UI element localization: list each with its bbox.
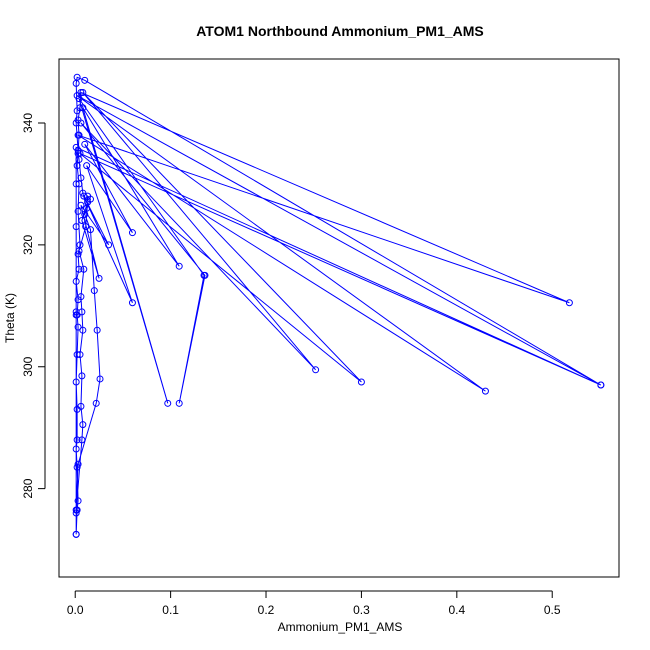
data-point <box>74 131 82 139</box>
data-point <box>73 162 81 170</box>
data-point <box>72 119 80 127</box>
data-point <box>84 192 92 200</box>
data-point <box>75 156 83 164</box>
data-point <box>128 229 136 237</box>
data-point <box>90 287 98 295</box>
data-point <box>77 174 85 182</box>
data-point <box>77 119 85 127</box>
data-point <box>79 421 87 429</box>
y-tick-label: 340 <box>21 113 35 133</box>
data-point <box>81 140 89 148</box>
data-point <box>72 223 80 231</box>
data-point <box>72 509 80 517</box>
x-tick-label: 0.0 <box>67 603 84 617</box>
data-point <box>96 375 104 383</box>
data-series <box>72 73 605 538</box>
data-point <box>74 250 82 258</box>
data-point <box>95 274 103 282</box>
data-point <box>312 366 320 374</box>
data-point <box>357 378 365 386</box>
data-point <box>72 143 80 151</box>
y-axis: 280 300 320 340 <box>21 113 46 499</box>
data-point <box>77 402 85 410</box>
data-point <box>481 387 489 395</box>
chart-title: ATOM1 Northbound Ammonium_PM1_AMS <box>196 23 484 39</box>
data-point <box>597 381 605 389</box>
x-tick-label: 0.4 <box>448 603 465 617</box>
data-point <box>74 207 82 215</box>
data-point <box>78 372 86 380</box>
data-point <box>72 277 80 285</box>
data-point <box>72 530 80 538</box>
data-point <box>175 262 183 270</box>
data-point <box>79 89 87 97</box>
data-point <box>73 463 81 471</box>
data-point <box>79 104 87 112</box>
data-point <box>78 216 86 224</box>
data-point <box>72 506 80 514</box>
data-point <box>78 436 86 444</box>
data-point <box>72 308 80 316</box>
data-point <box>75 247 83 255</box>
data-point <box>74 323 82 331</box>
data-point <box>175 399 183 407</box>
x-tick-label: 0.2 <box>258 603 275 617</box>
data-point <box>565 299 573 307</box>
data-point <box>73 436 81 444</box>
data-point <box>92 399 100 407</box>
x-axis: 0.0 0.1 0.2 0.3 0.4 0.5 <box>67 590 561 617</box>
y-tick-label: 300 <box>21 356 35 376</box>
data-point <box>75 265 83 273</box>
x-tick-label: 0.5 <box>544 603 561 617</box>
series-line <box>75 76 602 535</box>
data-point <box>72 378 80 386</box>
data-point <box>200 271 208 279</box>
data-point <box>73 73 81 81</box>
data-point <box>77 201 85 209</box>
data-point <box>80 265 88 273</box>
data-point <box>72 445 80 453</box>
data-point <box>79 189 87 197</box>
data-point <box>83 162 91 170</box>
data-point <box>93 326 101 334</box>
y-axis-label: Theta (K) <box>3 293 17 343</box>
data-point <box>74 497 82 505</box>
data-point <box>82 223 90 231</box>
data-point <box>74 460 82 468</box>
data-point <box>81 210 89 218</box>
data-point <box>75 180 83 188</box>
data-point <box>80 192 88 200</box>
data-point <box>86 226 94 234</box>
data-point <box>72 311 80 319</box>
plot-frame <box>58 58 620 578</box>
x-axis-label: Ammonium_PM1_AMS <box>278 620 403 634</box>
data-point <box>128 299 136 307</box>
x-tick-label: 0.3 <box>353 603 370 617</box>
y-tick-label: 320 <box>21 235 35 255</box>
data-point <box>81 76 89 84</box>
data-point <box>79 326 87 334</box>
y-tick-label: 280 <box>21 478 35 498</box>
data-point <box>73 107 81 115</box>
data-point <box>83 204 91 212</box>
data-point <box>73 351 81 359</box>
data-point <box>72 180 80 188</box>
data-point <box>77 293 85 301</box>
data-point <box>75 95 83 103</box>
data-point <box>105 241 113 249</box>
x-tick-label: 0.1 <box>162 603 179 617</box>
data-point <box>164 399 172 407</box>
data-point <box>76 351 84 359</box>
